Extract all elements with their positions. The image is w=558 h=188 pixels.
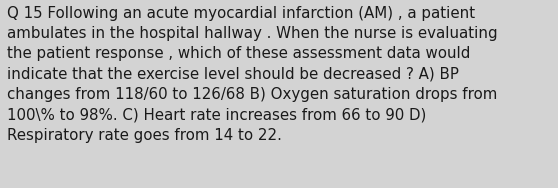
Text: Q 15 Following an acute myocardial infarction (AM) , a patient
ambulates in the : Q 15 Following an acute myocardial infar…: [7, 6, 498, 143]
